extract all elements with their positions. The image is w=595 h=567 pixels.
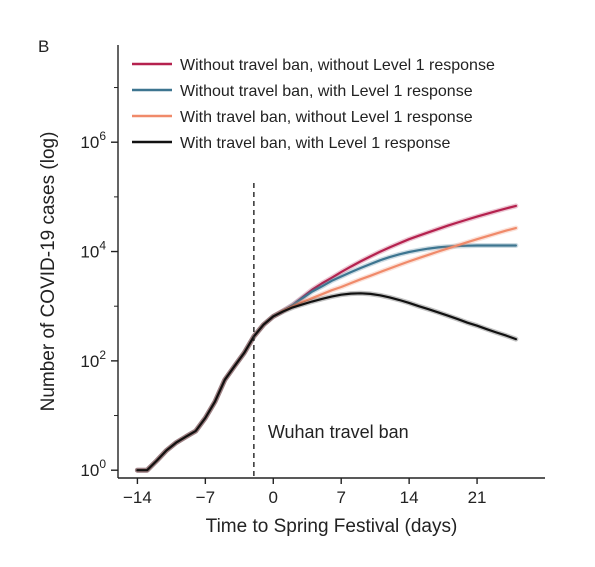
y-tick-label: 104 xyxy=(80,239,106,262)
x-tick-label: 21 xyxy=(468,488,487,507)
series-layer xyxy=(134,203,519,473)
y-axis-title: Number of COVID-19 cases (log) xyxy=(38,132,59,412)
panel-label: B xyxy=(38,37,49,56)
x-axis-title: Time to Spring Festival (days) xyxy=(206,516,458,537)
x-tick-label: 7 xyxy=(336,488,345,507)
y-tick-label: 100 xyxy=(80,457,106,480)
x-tick-label: −14 xyxy=(123,488,152,507)
text-layer: −14 −7 0 7 14 21 100 102 104 106 Time to Spring Fe… xyxy=(38,37,495,537)
x-tick-label: 0 xyxy=(269,488,278,507)
x-tick-label: −7 xyxy=(196,488,215,507)
legend-label-2: Without travel ban, with Level 1 respons… xyxy=(180,83,473,100)
legend-label-4: With travel ban, with Level 1 response xyxy=(180,135,450,152)
travel-ban-label: Wuhan travel ban xyxy=(268,422,409,442)
legend-label-3: With travel ban, without Level 1 respons… xyxy=(180,109,473,126)
legend-label-1: Without travel ban, without Level 1 resp… xyxy=(180,57,495,74)
y-tick-label: 102 xyxy=(80,348,106,371)
axes-layer xyxy=(111,45,545,484)
y-tick-label: 106 xyxy=(80,129,106,152)
x-tick-label: 14 xyxy=(400,488,419,507)
series-4-line xyxy=(136,292,517,472)
